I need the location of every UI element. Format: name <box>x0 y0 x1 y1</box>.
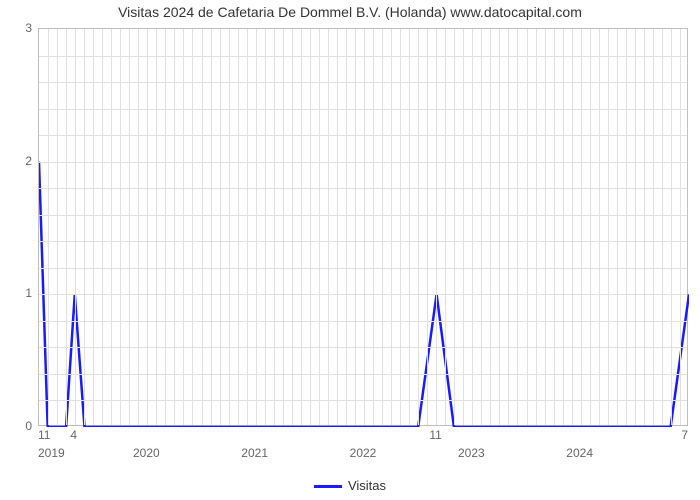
gridline-v <box>120 29 121 425</box>
gridline-v <box>211 29 212 425</box>
gridline-v <box>111 29 112 425</box>
gridline-v <box>48 29 49 425</box>
gridline-v <box>310 29 311 425</box>
gridline-v <box>238 29 239 425</box>
ytick-label: 0 <box>25 419 32 433</box>
gridline-v <box>75 29 76 425</box>
legend-label: Visitas <box>348 478 386 493</box>
xtick-label: 2023 <box>458 446 485 460</box>
xtick-label: 2024 <box>566 446 593 460</box>
gridline-v <box>626 29 627 425</box>
gridline-v <box>373 29 374 425</box>
gridline-v <box>220 29 221 425</box>
gridline-v <box>319 29 320 425</box>
gridline-v <box>572 29 573 425</box>
gridline-v-major <box>364 29 365 425</box>
gridline-v <box>66 29 67 425</box>
gridline-v <box>102 29 103 425</box>
gridline-v <box>617 29 618 425</box>
gridline-v <box>265 29 266 425</box>
gridline-v <box>183 29 184 425</box>
gridline-v <box>165 29 166 425</box>
gridline-v <box>662 29 663 425</box>
gridline-v <box>156 29 157 425</box>
value-label: 11 <box>38 428 50 442</box>
gridline-v <box>445 29 446 425</box>
gridline-v <box>138 29 139 425</box>
ytick-label: 1 <box>25 286 32 300</box>
chart-title: Visitas 2024 de Cafetaria De Dommel B.V.… <box>0 4 700 20</box>
gridline-v <box>563 29 564 425</box>
gridline-v <box>527 29 528 425</box>
gridline-v <box>499 29 500 425</box>
gridline-v <box>653 29 654 425</box>
gridline-v <box>57 29 58 425</box>
gridline-v <box>481 29 482 425</box>
gridline-v <box>599 29 600 425</box>
gridline-v <box>517 29 518 425</box>
gridline-v <box>301 29 302 425</box>
gridline-v <box>292 29 293 425</box>
gridline-v-major <box>147 29 148 425</box>
gridline-v <box>590 29 591 425</box>
value-label: 4 <box>70 428 77 442</box>
gridline-v <box>274 29 275 425</box>
gridline-v <box>129 29 130 425</box>
gridline-v <box>229 29 230 425</box>
gridline-v <box>427 29 428 425</box>
gridline-v <box>382 29 383 425</box>
xtick-label: 2020 <box>133 446 160 460</box>
gridline-v <box>490 29 491 425</box>
gridline-v <box>346 29 347 425</box>
gridline-v <box>400 29 401 425</box>
gridline-v <box>409 29 410 425</box>
gridline-v <box>680 29 681 425</box>
gridline-v <box>436 29 437 425</box>
gridline-v <box>192 29 193 425</box>
xtick-label: 2021 <box>241 446 268 460</box>
ytick-label: 2 <box>25 154 32 168</box>
gridline-v <box>644 29 645 425</box>
gridline-v-major <box>472 29 473 425</box>
ytick-label: 3 <box>25 21 32 35</box>
xtick-label: 2019 <box>38 446 65 460</box>
gridline-v <box>355 29 356 425</box>
value-label: 11 <box>429 428 441 442</box>
xtick-label: 2022 <box>350 446 377 460</box>
legend-swatch <box>314 485 342 488</box>
gridline-v <box>671 29 672 425</box>
gridline-v-major <box>256 29 257 425</box>
plot-area <box>38 28 688 426</box>
gridline-v <box>93 29 94 425</box>
gridline-v <box>202 29 203 425</box>
gridline-v <box>283 29 284 425</box>
gridline-v <box>608 29 609 425</box>
gridline-v <box>536 29 537 425</box>
gridline-v <box>545 29 546 425</box>
gridline-v <box>247 29 248 425</box>
gridline-v-major <box>581 29 582 425</box>
gridline-v <box>174 29 175 425</box>
gridline-v <box>454 29 455 425</box>
gridline-v <box>418 29 419 425</box>
gridline-v <box>554 29 555 425</box>
chart-container: Visitas 2024 de Cafetaria De Dommel B.V.… <box>0 0 700 500</box>
gridline-v <box>328 29 329 425</box>
value-label: 7 <box>681 428 688 442</box>
gridline-v <box>508 29 509 425</box>
gridline-v <box>635 29 636 425</box>
gridline-v <box>463 29 464 425</box>
gridline-v <box>337 29 338 425</box>
legend: Visitas <box>0 478 700 493</box>
gridline-v <box>84 29 85 425</box>
gridline-v <box>391 29 392 425</box>
